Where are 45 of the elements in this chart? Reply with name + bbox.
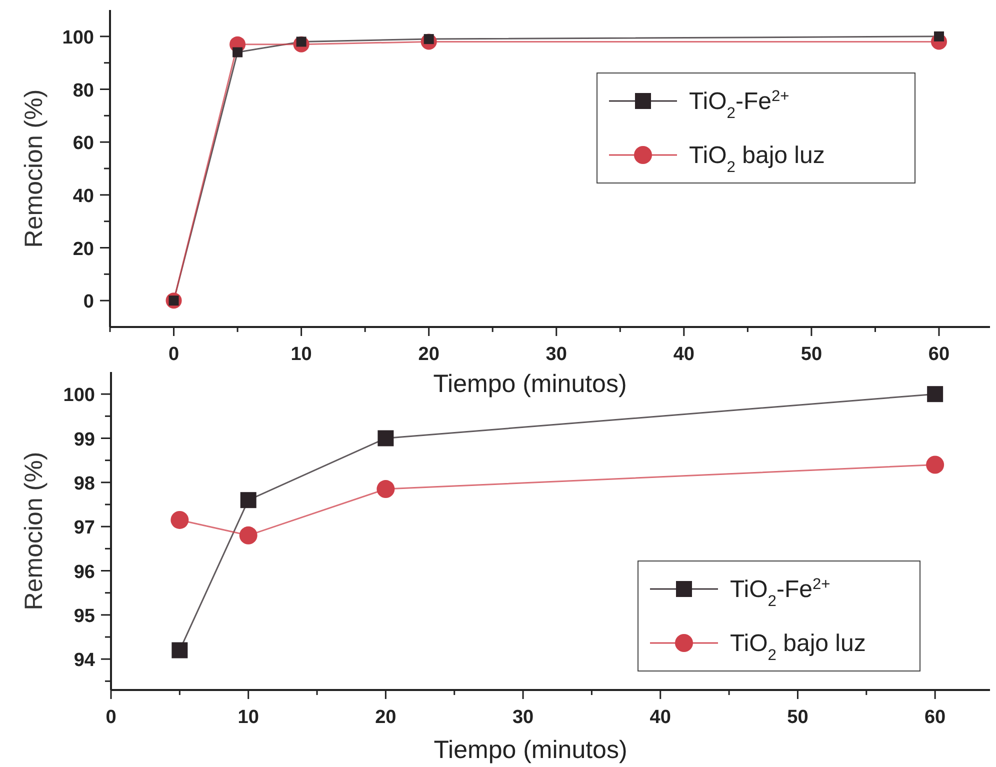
x-tick-label: 0	[106, 707, 116, 728]
y-tick-label: 94	[74, 650, 96, 672]
y-tick-label: 97	[74, 518, 95, 539]
y-tick-label: 95	[74, 606, 96, 627]
y-axis-title: Remocion (%)	[20, 452, 48, 610]
y-tick-label: 98	[74, 473, 95, 494]
point	[926, 456, 944, 474]
x-tick-label: 20	[418, 344, 440, 365]
point	[934, 31, 944, 42]
x-tick-label: 60	[928, 344, 950, 365]
point	[232, 47, 243, 58]
y-tick-label: 80	[72, 80, 94, 102]
point	[170, 510, 189, 529]
x-tick-label: 50	[800, 344, 822, 365]
x-tick-label: 10	[238, 707, 259, 728]
y-tick-label: 0	[83, 292, 94, 313]
x-tick-label: 10	[290, 344, 312, 365]
x-tick-label: 0	[168, 344, 180, 365]
x-axis-title: Tiempo (minutos)	[434, 736, 628, 764]
x-tick-label: 60	[924, 707, 946, 728]
point	[240, 492, 256, 508]
x-tick-label: 30	[546, 344, 567, 365]
point	[239, 526, 258, 544]
legend-label: TiO$_{2}$ bajo luz	[730, 630, 866, 664]
legend-label: TiO$_{2}$-Fe$^{2+}$	[730, 576, 830, 610]
x-tick-label: 50	[787, 707, 808, 728]
y-tick-label: 100	[63, 385, 95, 406]
point	[927, 386, 944, 402]
x-tick-label: 20	[375, 707, 396, 728]
legend-label: TiO$_{2}$ bajo luz	[689, 142, 825, 176]
point	[172, 642, 188, 658]
x-tick-label: 30	[512, 707, 534, 728]
point	[378, 430, 394, 446]
y-axis-title: Remocion (%)	[20, 89, 48, 248]
y-tick-label: 96	[74, 562, 95, 583]
x-tick-label: 40	[673, 344, 694, 365]
y-tick-label: 99	[74, 429, 95, 450]
legend-label: TiO$_{2}$-Fe$^{2+}$	[689, 88, 790, 122]
x-axis-title: Tiempo (minutos)	[433, 370, 627, 398]
x-tick-label: 40	[650, 707, 671, 728]
y-tick-label: 40	[72, 186, 94, 207]
y-tick-label: 100	[62, 27, 94, 48]
y-tick-label: 20	[72, 238, 94, 260]
point	[376, 480, 395, 498]
y-tick-label: 60	[72, 133, 94, 154]
